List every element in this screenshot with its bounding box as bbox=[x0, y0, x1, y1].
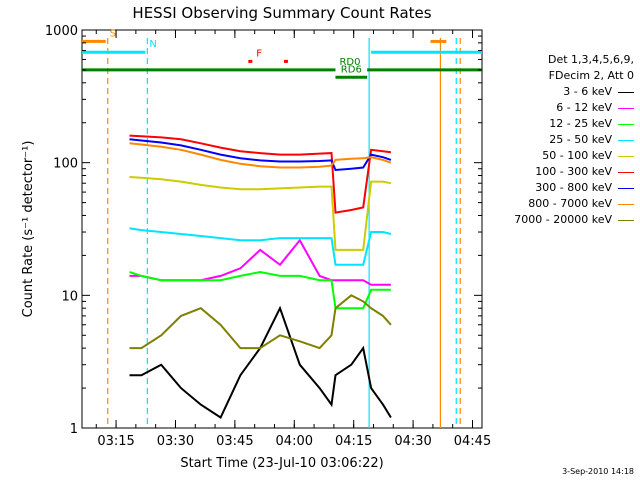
legend-label: 300 - 800 keV bbox=[535, 181, 612, 194]
legend-swatch bbox=[618, 139, 634, 141]
footer-date: 3-Sep-2010 14:18 bbox=[562, 467, 634, 476]
legend-label: 3 - 6 keV bbox=[563, 85, 612, 98]
series-lines bbox=[129, 134, 392, 419]
legend-swatch bbox=[618, 123, 634, 125]
legend: Det 1,3,4,5,6,9, FDecim 2, Att 0 3 - 6 k… bbox=[514, 52, 634, 228]
legend-swatch bbox=[618, 219, 634, 221]
legend-item: 50 - 100 keV bbox=[514, 148, 634, 164]
legend-item: 800 - 7000 keV bbox=[514, 196, 634, 212]
y-axis-label: Count Rate (s⁻¹ detector⁻¹) bbox=[21, 141, 36, 318]
legend-item: 3 - 6 keV bbox=[514, 84, 634, 100]
series-line bbox=[129, 176, 392, 251]
x-axis-ticks: 03:15 03:30 03:45 04:00 04:15 04:30 04:45 bbox=[95, 30, 491, 449]
plot-frame bbox=[81, 29, 483, 429]
y-tick-label: 100 bbox=[53, 157, 78, 172]
legend-swatch bbox=[618, 91, 634, 93]
series-line bbox=[129, 227, 392, 266]
y-tick-label: 1 bbox=[70, 422, 78, 437]
y-tick-label: 10 bbox=[61, 289, 78, 304]
y-tick-label: 1000 bbox=[45, 24, 78, 39]
x-tick-label: 03:45 bbox=[216, 434, 253, 449]
legend-label: 800 - 7000 keV bbox=[528, 197, 612, 210]
mode-change-lines bbox=[107, 38, 461, 428]
series-line bbox=[129, 305, 392, 419]
legend-label: 6 - 12 keV bbox=[556, 101, 612, 114]
legend-label: 12 - 25 keV bbox=[549, 117, 612, 130]
series-line bbox=[129, 270, 391, 310]
legend-label: 50 - 100 keV bbox=[542, 149, 612, 162]
flag-label: RD0 bbox=[339, 57, 360, 68]
legend-item: 12 - 25 keV bbox=[514, 116, 634, 132]
flag-label: N bbox=[149, 39, 156, 50]
legend-item: 7000 - 20000 keV bbox=[514, 212, 634, 228]
legend-items: 3 - 6 keV 6 - 12 keV 12 - 25 keV 25 - 50 ke… bbox=[514, 84, 634, 228]
legend-swatch bbox=[618, 107, 634, 109]
legend-swatch bbox=[618, 155, 634, 157]
legend-label: 100 - 300 keV bbox=[535, 165, 612, 178]
series-line bbox=[129, 138, 392, 172]
legend-swatch bbox=[618, 203, 634, 205]
y-axis-ticks: 1 10 100 1000 bbox=[45, 24, 482, 437]
chart-title: HESSI Observing Summary Count Rates bbox=[132, 4, 431, 22]
x-tick-label: 04:15 bbox=[335, 434, 372, 449]
x-tick-label: 03:30 bbox=[157, 434, 194, 449]
flag-label: F bbox=[256, 48, 262, 59]
legend-item: 6 - 12 keV bbox=[514, 100, 634, 116]
legend-item: 100 - 300 keV bbox=[514, 164, 634, 180]
x-tick-label: 04:00 bbox=[276, 434, 313, 449]
series-line bbox=[129, 238, 391, 286]
legend-label: 7000 - 20000 keV bbox=[514, 213, 612, 226]
legend-label: 25 - 50 keV bbox=[549, 133, 612, 146]
x-tick-label: 04:30 bbox=[394, 434, 431, 449]
series-line bbox=[129, 294, 392, 350]
flag-label: S bbox=[110, 28, 116, 39]
series-line bbox=[129, 142, 392, 169]
legend-swatch bbox=[618, 187, 634, 189]
x-tick-label: 04:45 bbox=[454, 434, 491, 449]
legend-item: 25 - 50 keV bbox=[514, 132, 634, 148]
legend-header-line-2: FDecim 2, Att 0 bbox=[548, 69, 634, 82]
flag-label: RD6 bbox=[341, 64, 362, 75]
legend-header-line-1: Det 1,3,4,5,6,9, bbox=[547, 53, 634, 66]
series-line bbox=[129, 134, 392, 214]
x-tick-label: 03:15 bbox=[97, 434, 134, 449]
legend-swatch bbox=[618, 171, 634, 173]
legend-item: 300 - 800 keV bbox=[514, 180, 634, 196]
x-axis-label: Start Time (23-Jul-10 03:06:22) bbox=[180, 456, 383, 471]
